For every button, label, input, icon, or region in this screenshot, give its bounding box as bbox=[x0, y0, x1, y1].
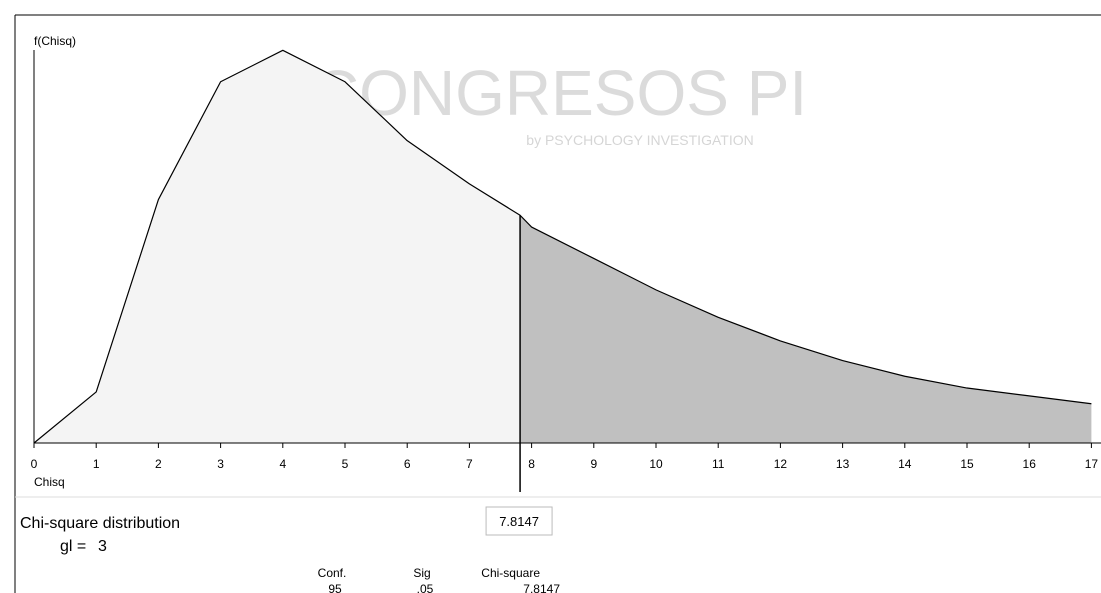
x-tick-label: 15 bbox=[960, 457, 974, 471]
watermark: CONGRESOS PI by PSYCHOLOGY INVESTIGATION bbox=[313, 57, 807, 148]
table-header: Conf. bbox=[318, 566, 347, 580]
x-tick-label: 1 bbox=[93, 457, 100, 471]
density-curve bbox=[33, 49, 1092, 444]
df-value: 3 bbox=[98, 538, 107, 555]
table-header: Chi-square bbox=[481, 566, 540, 580]
x-tick-label: 12 bbox=[774, 457, 788, 471]
watermark-title: CONGRESOS PI bbox=[313, 57, 807, 129]
critical-label: 7.8147 bbox=[499, 514, 539, 529]
tail-area bbox=[520, 215, 1092, 443]
x-tick-label: 17 bbox=[1085, 457, 1099, 471]
critical-box bbox=[485, 506, 553, 536]
x-tick-label: 2 bbox=[155, 457, 162, 471]
x-tick-label: 11 bbox=[712, 457, 725, 471]
x-tick-label: 16 bbox=[1023, 457, 1037, 471]
table-cell: 95 bbox=[328, 582, 342, 593]
body-area bbox=[34, 50, 521, 444]
x-tick-label: 0 bbox=[31, 457, 38, 471]
table-cell: 7.8147 bbox=[523, 582, 560, 593]
x-tick-label: 14 bbox=[898, 457, 912, 471]
dist-title: Chi-square distribution bbox=[20, 515, 180, 532]
table-header: Sig bbox=[413, 566, 430, 580]
x-tick-label: 6 bbox=[404, 457, 411, 471]
y-axis-label: f(Chisq) bbox=[34, 34, 76, 48]
table-cell: .05 bbox=[417, 582, 434, 593]
x-tick-label: 7 bbox=[466, 457, 473, 471]
watermark-subtitle: by PSYCHOLOGY INVESTIGATION bbox=[526, 132, 753, 148]
x-tick-label: 10 bbox=[649, 457, 663, 471]
x-tick-label: 8 bbox=[528, 457, 535, 471]
df-label: gl = bbox=[60, 538, 86, 555]
x-tick-label: 5 bbox=[342, 457, 349, 471]
x-tick-label: 3 bbox=[217, 457, 224, 471]
x-tick-label: 9 bbox=[590, 457, 597, 471]
x-tick-label: 4 bbox=[279, 457, 286, 471]
x-axis-label: Chisq bbox=[34, 475, 65, 489]
x-tick-label: 13 bbox=[836, 457, 850, 471]
